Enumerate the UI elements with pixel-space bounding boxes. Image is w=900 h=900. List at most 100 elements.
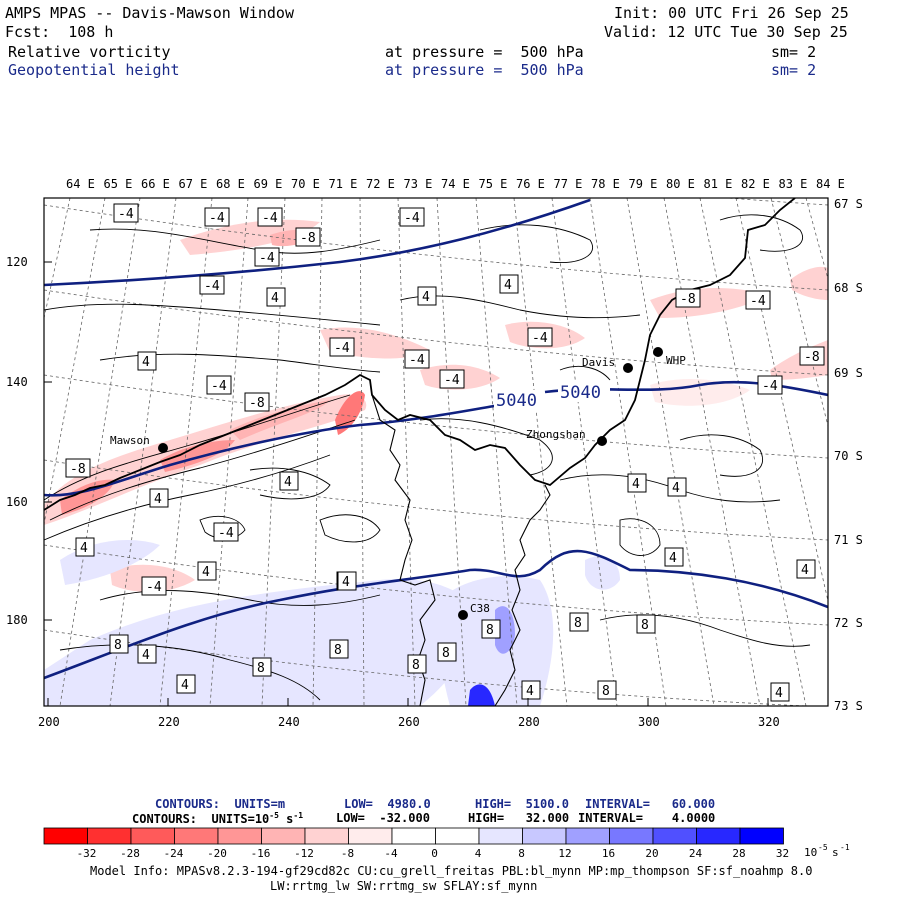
colorbar-swatch (130, 827, 175, 845)
vort-label: 4 (142, 648, 150, 663)
vort-label: -8 (300, 231, 316, 246)
vort-label: 8 (114, 638, 122, 653)
plot-frame (43, 197, 829, 707)
height-label: 5040 (496, 391, 537, 411)
axis-labels: 120 140 160 180 200 220 240 260 280 300 … (6, 197, 863, 729)
valid-time: Valid: 12 UTC Tue 30 Sep 25 (604, 23, 848, 41)
colorbar-label: -20 (207, 847, 227, 860)
station-label: C38 (470, 602, 490, 615)
vort-label: -4 (259, 251, 275, 266)
lon-label: 72 E (366, 177, 395, 191)
colorbar-label: -16 (251, 847, 271, 860)
vort-label: 4 (80, 541, 88, 556)
vort-label: -8 (680, 292, 696, 307)
lon-label: 65 E (104, 177, 133, 191)
lat-label: 71 S (834, 533, 863, 547)
height-contour-label: CONTOURS: UNITS=m (155, 797, 286, 811)
left-tick-label: 180 (6, 613, 28, 627)
left-tick-label: 120 (6, 255, 28, 269)
lon-label: 71 E (329, 177, 358, 191)
vort-label: -4 (204, 279, 220, 294)
field2-level: at pressure = 500 hPa (385, 61, 584, 79)
map-title: AMPS MPAS -- Davis-Mawson Window (5, 4, 294, 22)
lon-label: 73 E (404, 177, 433, 191)
colorbar-label: 8 (518, 847, 525, 860)
station-label: WHP (666, 354, 686, 367)
colorbar-unit-exp: -5 (818, 843, 828, 852)
lon-label: 84 E (816, 177, 845, 191)
bottom-tick-label: 240 (278, 715, 300, 729)
colorbar-swatch (174, 827, 219, 845)
mawson-marker (158, 443, 168, 453)
vort-label: 4 (154, 492, 162, 507)
vort-label: 4 (271, 291, 279, 306)
lon-label: 74 E (441, 177, 470, 191)
lon-label: 77 E (554, 177, 583, 191)
height-contour-high: HIGH= 5100.0 (475, 797, 569, 811)
station-markers: Mawson Davis WHP Zhongshan C38 (110, 347, 686, 620)
colorbar-swatch (43, 827, 88, 845)
vort-contour-high: HIGH= 32.000 (468, 811, 570, 825)
vort-label: 8 (574, 616, 582, 631)
colorbar-swatch (652, 827, 697, 845)
lon-label: 76 E (516, 177, 545, 191)
c38-marker (458, 610, 468, 620)
vort-label: -4 (146, 580, 162, 595)
lat-label: 68 S (834, 281, 863, 295)
lon-label: 81 E (704, 177, 733, 191)
vort-label: -4 (262, 211, 278, 226)
lon-label: 75 E (479, 177, 508, 191)
colorbar-swatch (348, 827, 393, 845)
bottom-tick-label: 280 (518, 715, 540, 729)
lon-label: 66 E (141, 177, 170, 191)
lon-label: 83 E (779, 177, 808, 191)
field2-smoothing: sm= 2 (771, 61, 817, 79)
lon-label: 80 E (666, 177, 695, 191)
vort-label: 4 (632, 477, 640, 492)
colorbar-label: 24 (689, 847, 703, 860)
station-label: Davis (582, 356, 615, 369)
colorbar-unit-exp2: -1 (840, 843, 850, 852)
lat-label: 67 S (834, 197, 863, 211)
vort-label: 4 (422, 290, 430, 305)
vort-label: 4 (669, 551, 677, 566)
vort-contour-interval: INTERVAL= 4.0000 (578, 811, 716, 825)
vort-label: -4 (409, 353, 425, 368)
bottom-tick-label: 320 (758, 715, 780, 729)
height-contour-low: LOW= 4980.0 (344, 797, 431, 811)
vort-label: 4 (181, 678, 189, 693)
lon-label: 68 E (216, 177, 245, 191)
lon-label: 78 E (591, 177, 620, 191)
field1-name: Relative vorticity (8, 43, 171, 61)
colorbar-label: -24 (164, 847, 184, 860)
lon-label: 82 E (741, 177, 770, 191)
vort-label: 8 (442, 646, 450, 661)
vort-label: -4 (218, 526, 234, 541)
lon-label: 69 E (254, 177, 283, 191)
colorbar-swatch (609, 827, 654, 845)
bottom-tick-label: 300 (638, 715, 660, 729)
init-time: Init: 00 UTC Fri 26 Sep 25 (614, 4, 849, 22)
lon-label: 79 E (629, 177, 658, 191)
colorbar-swatch (435, 827, 480, 845)
colorbar-swatch (696, 827, 741, 845)
forecast-hour: Fcst: 108 h (5, 23, 114, 41)
vort-label: 4 (775, 686, 783, 701)
model-info-line2: LW:rrtmg_lw SW:rrtmg_sw SFLAY:sf_mynn (270, 879, 538, 893)
vort-label: 4 (284, 475, 292, 490)
vort-contour-label: CONTOURS: UNITS=10-5 s-1 (132, 811, 304, 826)
colorbar-label: 32 (776, 847, 789, 860)
vort-label: 8 (602, 684, 610, 699)
station-label: Zhongshan (526, 428, 586, 441)
vort-label: -4 (762, 379, 778, 394)
colorbar-label: 12 (558, 847, 571, 860)
vort-label: -4 (750, 294, 766, 309)
lat-label: 69 S (834, 366, 863, 380)
vort-label: -8 (804, 350, 820, 365)
vort-label: -4 (334, 341, 350, 356)
colorbar-label: -8 (341, 847, 354, 860)
vort-label: -4 (118, 207, 134, 222)
coastline (44, 198, 796, 511)
vort-label: 4 (526, 684, 534, 699)
colorbar-swatch (739, 827, 784, 845)
